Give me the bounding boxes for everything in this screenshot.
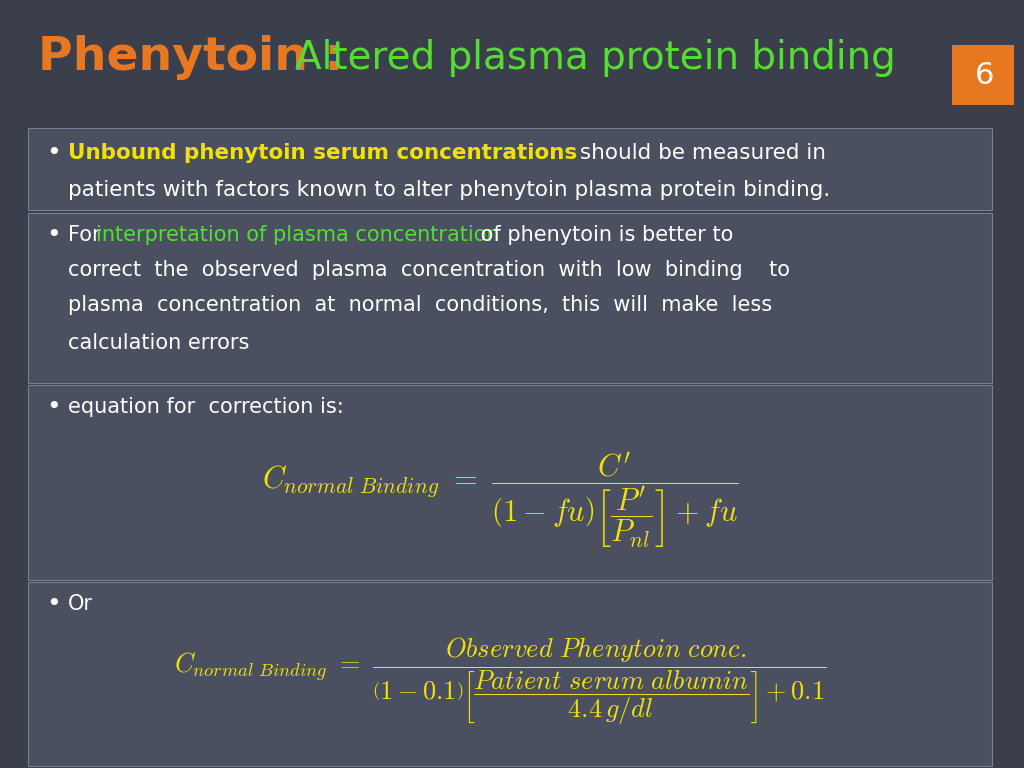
FancyBboxPatch shape: [28, 385, 992, 580]
Text: should be measured in: should be measured in: [573, 143, 826, 163]
Text: Unbound phenytoin serum concentrations: Unbound phenytoin serum concentrations: [68, 143, 578, 163]
Text: patients with factors known to alter phenytoin plasma protein binding.: patients with factors known to alter phe…: [68, 180, 830, 200]
FancyBboxPatch shape: [28, 128, 992, 210]
Text: 6: 6: [975, 61, 994, 90]
Text: Phenytoin :: Phenytoin :: [38, 35, 359, 81]
FancyBboxPatch shape: [952, 45, 957, 105]
Text: $\mathit{C}_{\mathit{normal\ Binding}}\ =\ \dfrac{\mathit{C}'}{\left(1-\mathit{f: $\mathit{C}_{\mathit{normal\ Binding}}\ …: [262, 450, 738, 550]
Text: of phenytoin is better to: of phenytoin is better to: [474, 225, 733, 245]
Text: •: •: [46, 395, 60, 419]
FancyBboxPatch shape: [957, 45, 1014, 105]
Text: plasma  concentration  at  normal  conditions,  this  will  make  less: plasma concentration at normal condition…: [68, 295, 772, 315]
Text: •: •: [46, 223, 60, 247]
Text: $\mathit{C}_{\mathit{normal\ Binding}}\ =\ \dfrac{\mathit{Observed\ Phenytoin\ c: $\mathit{C}_{\mathit{normal\ Binding}}\ …: [174, 635, 826, 727]
Text: correct  the  observed  plasma  concentration  with  low  binding    to: correct the observed plasma concentratio…: [68, 260, 790, 280]
Text: Or: Or: [68, 594, 93, 614]
Text: Altered plasma protein binding: Altered plasma protein binding: [295, 39, 896, 77]
FancyBboxPatch shape: [28, 213, 992, 383]
FancyBboxPatch shape: [28, 582, 992, 766]
Text: calculation errors: calculation errors: [68, 333, 250, 353]
Text: •: •: [46, 592, 60, 616]
Text: •: •: [46, 141, 60, 165]
Text: interpretation of plasma concentration: interpretation of plasma concentration: [96, 225, 500, 245]
Text: equation for  correction is:: equation for correction is:: [68, 397, 344, 417]
Text: For: For: [68, 225, 108, 245]
